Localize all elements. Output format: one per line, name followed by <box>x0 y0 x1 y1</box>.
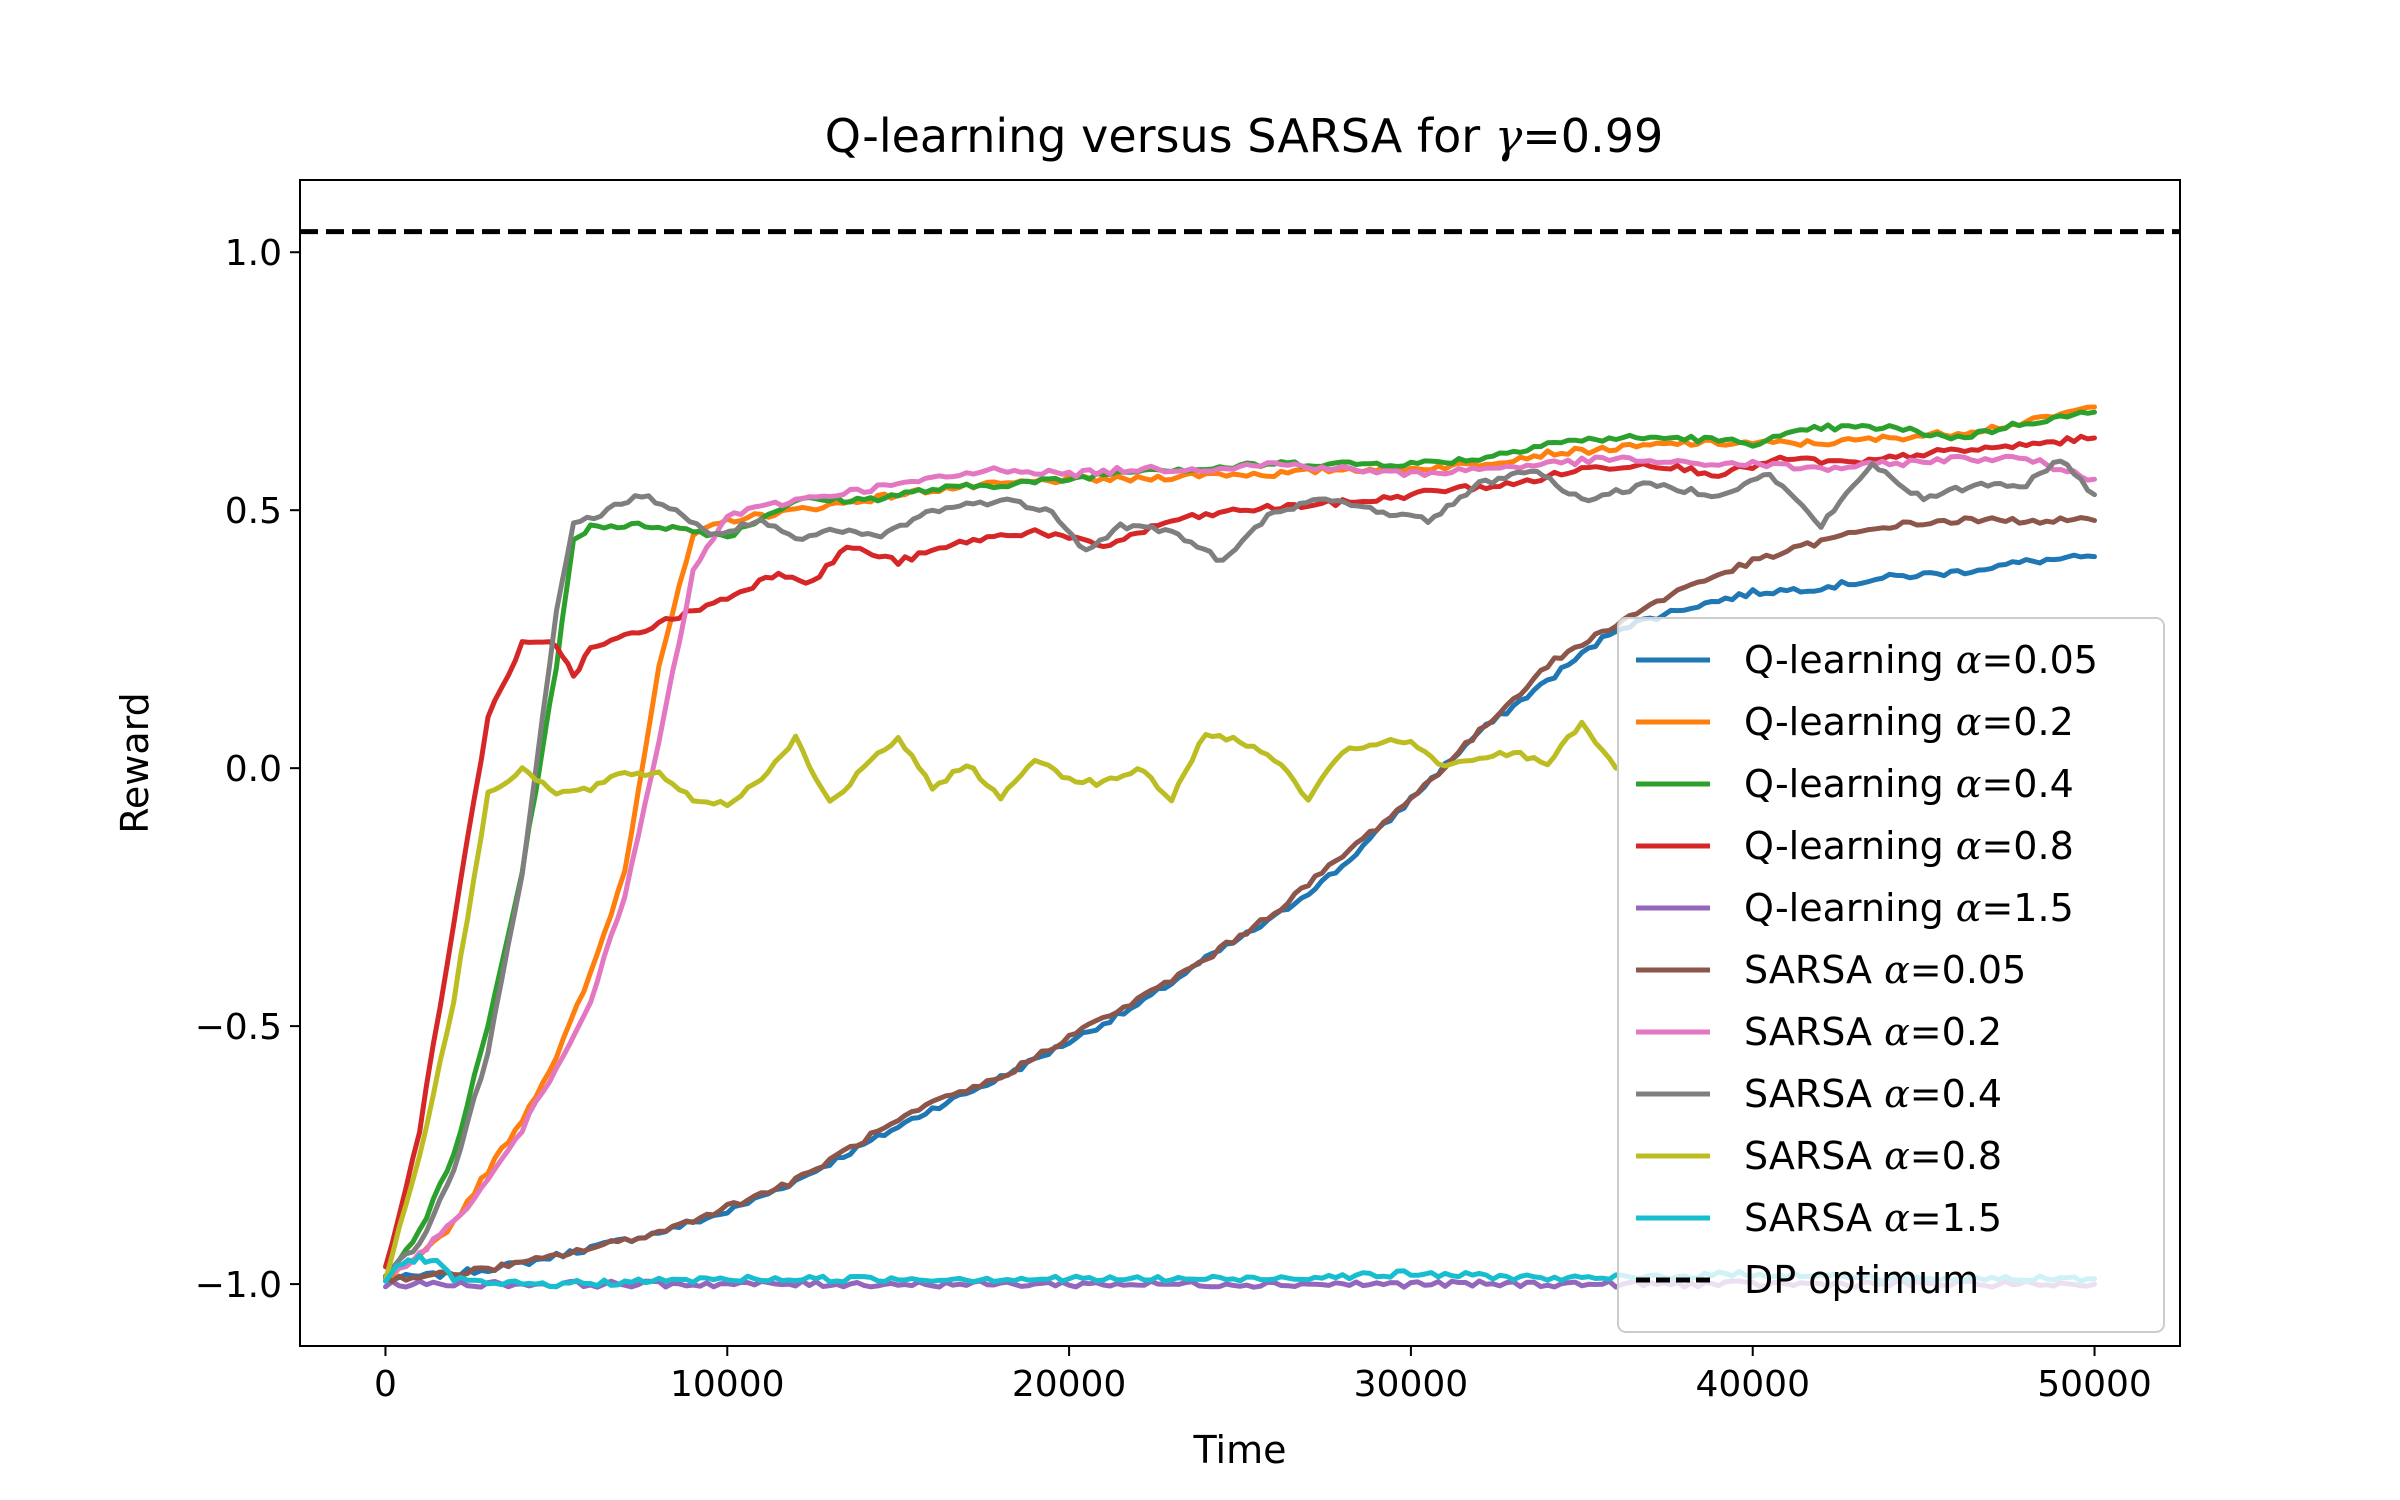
series-line-2 <box>383 404 2097 1280</box>
y-axis: −1.0 −0.5 0.0 0.5 1.0 <box>195 233 300 1306</box>
legend-box <box>1617 617 2165 1333</box>
legend: Q-learning α=0.05 Q-learning α=0.2 Q-learn… <box>1617 617 2165 1333</box>
legend-label: SARSA α=0.05 <box>1744 948 2026 992</box>
x-tick-label: 10000 <box>670 1364 785 1405</box>
legend-label: SARSA α=0.4 <box>1744 1072 2002 1116</box>
y-tick-label: 0.0 <box>225 749 282 790</box>
x-tick-label: 0 <box>374 1364 397 1405</box>
legend-label: Q-learning α=0.4 <box>1744 762 2074 806</box>
legend-label: SARSA α=0.2 <box>1744 1010 2002 1054</box>
legend-label: Q-learning α=0.05 <box>1744 638 2098 682</box>
series-line-4 <box>383 433 2097 1270</box>
series-line-6 <box>383 515 2097 1284</box>
plot-frame <box>299 179 2181 1347</box>
legend-label: SARSA α=0.8 <box>1744 1134 2002 1178</box>
x-tick-label: 40000 <box>1695 1364 1810 1405</box>
series-line-8 <box>383 458 2097 1279</box>
legend-label: Q-learning α=0.8 <box>1744 824 2074 868</box>
x-axis: 0 10000 20000 30000 40000 50000 <box>374 1346 2152 1405</box>
x-axis-label: Time <box>1193 1428 1287 1472</box>
legend-label: Q-learning α=0.2 <box>1744 700 2074 744</box>
series-line-7 <box>383 453 2097 1279</box>
x-tick-label: 30000 <box>1354 1364 1469 1405</box>
y-tick-label: 0.5 <box>225 491 282 532</box>
chart-title: Q-learning versus SARSA for γ=0.99 <box>825 109 1663 163</box>
y-tick-label: 1.0 <box>225 233 282 274</box>
legend-label: DP optimum <box>1744 1258 1979 1302</box>
y-axis-label: Reward <box>113 692 157 834</box>
y-tick-label: −0.5 <box>195 1007 282 1048</box>
x-tick-label: 20000 <box>1012 1364 1127 1405</box>
y-tick-label: −1.0 <box>195 1265 282 1306</box>
legend-label: Q-learning α=1.5 <box>1744 886 2074 930</box>
x-tick-label: 50000 <box>2037 1364 2152 1405</box>
series-line-9 <box>383 719 1619 1283</box>
legend-label: SARSA α=1.5 <box>1744 1196 2002 1240</box>
